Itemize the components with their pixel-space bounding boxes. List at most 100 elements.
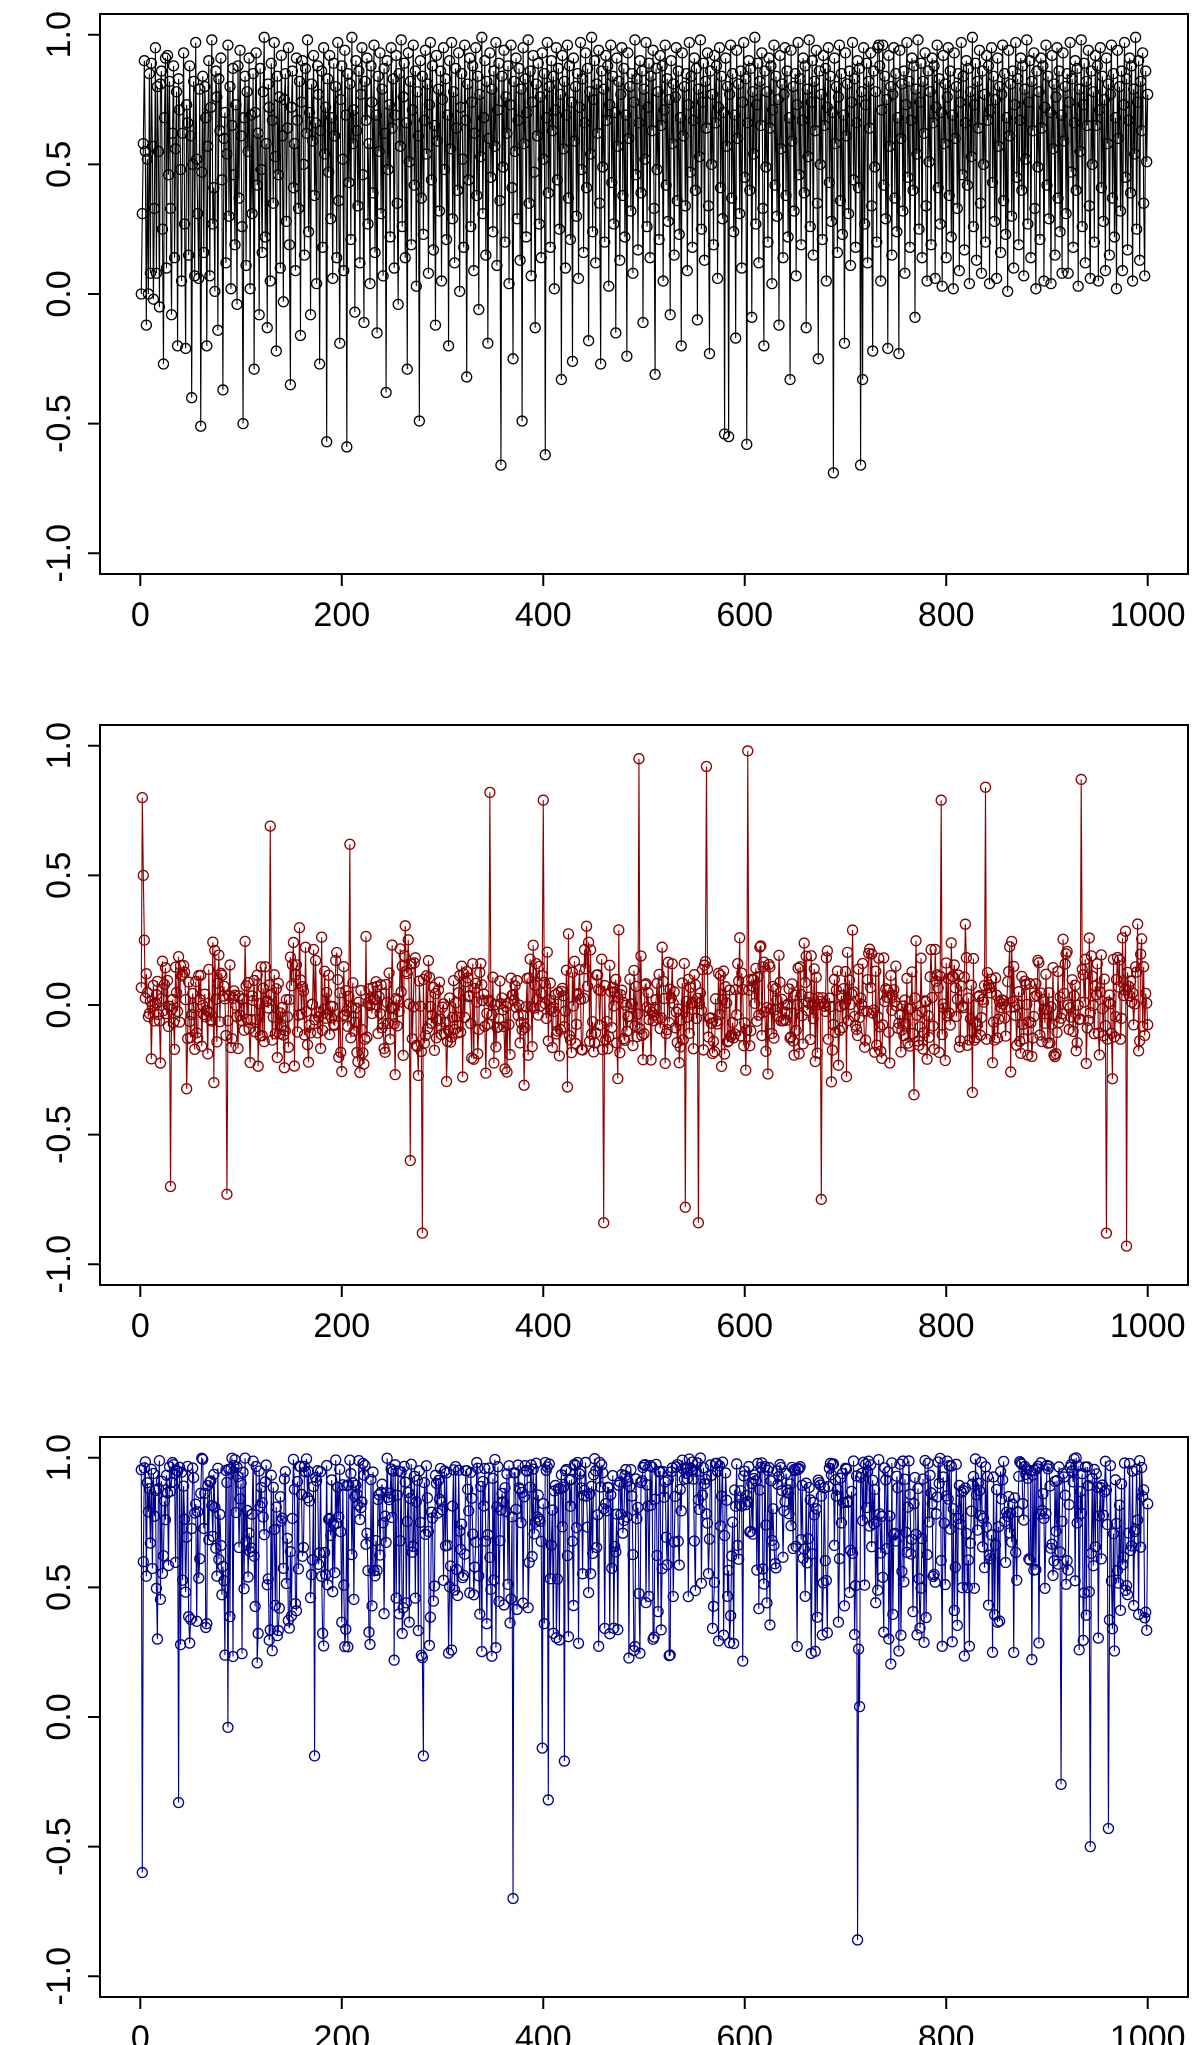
data-point: [915, 1582, 927, 1594]
data-point: [536, 1742, 548, 1754]
data-point: [231, 298, 243, 311]
data-point: [456, 67, 468, 80]
data-point: [622, 1475, 634, 1487]
y-tick-label: -1.0: [40, 1235, 78, 1294]
data-point: [922, 1010, 934, 1022]
data-point: [1140, 1606, 1152, 1618]
data-point: [518, 137, 530, 150]
data-point: [618, 1033, 630, 1045]
data-point: [992, 140, 1005, 152]
data-point: [366, 96, 378, 108]
data-point: [914, 96, 926, 108]
data-point: [145, 1053, 158, 1065]
y-tick-label: 0.0: [40, 270, 78, 317]
data-point: [703, 347, 716, 360]
data-point: [1114, 1604, 1127, 1617]
data-point: [624, 80, 636, 93]
data-point: [358, 316, 370, 329]
data-point: [798, 187, 810, 199]
data-point: [544, 241, 556, 253]
data-point: [1065, 166, 1077, 178]
data-point: [338, 265, 350, 277]
data-point: [198, 246, 210, 259]
data-point: [398, 57, 410, 69]
data-point: [496, 1487, 508, 1500]
data-point: [1127, 83, 1140, 95]
data-point: [739, 1017, 751, 1029]
data-point: [1047, 1569, 1059, 1582]
data-point: [278, 93, 291, 106]
data-point: [526, 1550, 538, 1563]
data-point: [965, 1505, 978, 1517]
data-point: [898, 1576, 910, 1588]
data-point: [760, 1519, 772, 1531]
data-point: [719, 52, 732, 64]
data-point: [809, 1645, 821, 1658]
data-point: [184, 1637, 196, 1649]
data-point: [357, 1047, 369, 1059]
data-point: [610, 973, 622, 986]
data-point: [177, 959, 190, 972]
data-point: [581, 62, 594, 75]
data-point: [336, 60, 348, 72]
data-point: [602, 1043, 614, 1055]
data-point: [544, 977, 556, 989]
data-point: [537, 794, 549, 806]
data-point: [1122, 114, 1135, 126]
data-point: [347, 1477, 359, 1489]
data-point: [543, 1458, 555, 1470]
data-point: [817, 49, 829, 62]
data-point: [986, 1646, 999, 1658]
data-point: [1023, 1553, 1035, 1565]
data-point: [203, 55, 215, 67]
data-point: [542, 187, 554, 199]
data-point: [475, 150, 487, 163]
data-point: [987, 70, 1000, 82]
data-point: [243, 1527, 255, 1539]
data-point: [1008, 262, 1020, 274]
data-point: [348, 104, 360, 116]
data-point: [1074, 1485, 1086, 1498]
data-point: [566, 966, 579, 978]
data-point: [1009, 99, 1021, 111]
data-point: [898, 65, 910, 77]
data-point: [871, 236, 883, 248]
data-point: [247, 1455, 259, 1467]
data-point: [750, 218, 762, 230]
data-point: [1100, 52, 1113, 64]
data-point: [1019, 83, 1031, 95]
data-point: [1116, 932, 1129, 944]
data-point: [550, 42, 563, 54]
data-point: [678, 957, 690, 970]
data-point: [643, 1590, 655, 1603]
data-point: [620, 999, 632, 1011]
data-point: [957, 1485, 969, 1497]
data-point: [419, 1029, 432, 1042]
data-point: [279, 1465, 292, 1478]
data-point: [467, 60, 479, 72]
data-point: [658, 104, 670, 116]
data-point: [318, 965, 331, 977]
data-point: [406, 1546, 418, 1558]
data-point: [365, 60, 377, 72]
data-point: [437, 998, 450, 1010]
data-point: [557, 1481, 570, 1493]
data-point: [599, 979, 611, 992]
data-point: [823, 992, 836, 1004]
data-point: [865, 982, 877, 994]
data-point: [1085, 1547, 1097, 1560]
data-point: [667, 1590, 679, 1603]
data-point: [442, 1647, 455, 1659]
data-point: [1120, 73, 1133, 85]
data-point: [787, 1035, 799, 1047]
data-point: [488, 1057, 500, 1069]
data-point: [179, 1586, 192, 1598]
data-point: [226, 1033, 238, 1045]
data-point: [949, 982, 961, 994]
data-point: [576, 1568, 589, 1580]
data-point: [957, 1002, 969, 1014]
data-point: [710, 1457, 723, 1469]
data-point: [165, 309, 178, 321]
data-point: [668, 1536, 680, 1548]
data-point: [594, 1019, 606, 1031]
